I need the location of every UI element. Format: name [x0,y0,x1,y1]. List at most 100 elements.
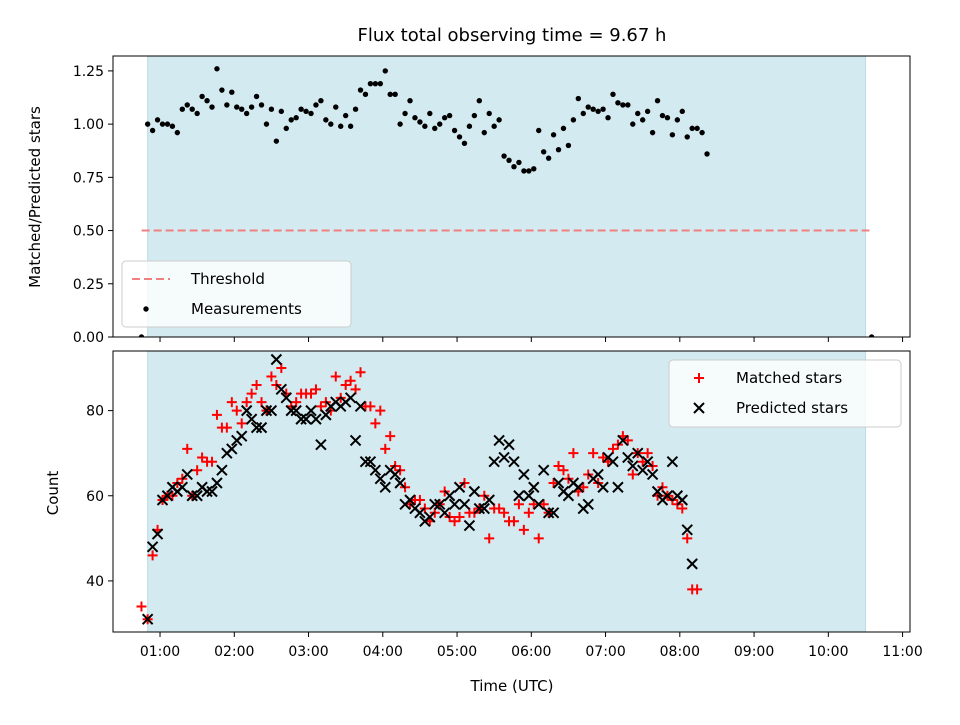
data-point [548,477,559,488]
data-point [236,430,248,442]
data-point [488,455,500,468]
data-point [518,468,530,481]
data-point [204,98,210,104]
data-point [258,102,265,108]
data-point [273,138,280,144]
data-point [320,409,332,421]
data-point [370,418,381,429]
legend-box [121,260,352,328]
data-point [349,434,362,447]
data-point [354,400,367,413]
data-point [308,110,314,117]
data-point [466,123,473,129]
data-point [483,494,495,506]
data-point [537,464,550,476]
data-point [677,503,688,514]
data-point [585,104,591,110]
data-point [503,438,515,451]
data-point [392,91,398,98]
data-point [291,397,302,408]
data-point [342,112,349,119]
data-point [347,123,354,129]
data-point [298,106,304,112]
data-point [511,163,517,170]
x-tick-label: 09:00 [734,644,774,660]
data-point [382,68,388,74]
data-point [644,108,651,115]
data-point [245,413,258,425]
data-point [536,127,542,134]
data-point [438,507,451,519]
legend-plus-swatch [694,373,704,383]
x-tick-label: 02:00 [214,644,254,660]
data-point [461,140,468,146]
data-point [694,125,700,132]
data-point [365,401,376,412]
data-point [649,129,656,136]
data-point [669,132,676,138]
data-point [528,481,540,493]
data-point [417,119,423,125]
data-point [542,507,555,519]
data-point [453,481,466,493]
data-point [161,490,174,502]
data-point [206,485,218,498]
data-point [352,106,359,112]
data-point [625,102,631,108]
data-point [310,413,322,425]
data-point [617,434,629,447]
data-point [636,464,649,476]
x-tick-label: 07:00 [585,644,625,660]
data-point [637,456,648,467]
data-point [493,434,505,447]
data-point [186,490,198,502]
x-tick-label: 01:00 [140,644,180,660]
data-point [374,473,387,485]
data-point [407,98,413,104]
data-point [229,89,235,95]
data-point [275,383,288,396]
data-point [516,159,522,166]
data-point [255,421,268,434]
data-point [243,110,250,117]
data-point [422,123,428,129]
data-point [250,421,263,434]
data-point [241,397,252,408]
data-point [194,110,200,117]
data-point [236,418,247,429]
data-point [154,117,161,123]
y-tick-label: 80 [86,404,104,420]
data-point [478,502,490,515]
data-point [506,157,512,164]
data-point [414,507,426,519]
legend-dot-swatch [143,306,149,312]
x-axis-label: Time (UTC) [470,677,554,695]
data-point [387,91,393,98]
data-point [379,481,391,493]
data-point [151,528,164,540]
data-point [620,102,626,108]
data-point [491,123,497,129]
ratio-panel: 0.00 0.25 0.50 0.75 1.00 1.25 Threshold Measure… [73,55,911,346]
data-point [330,371,341,382]
data-point [661,490,674,502]
data-point [565,142,572,149]
data-point [443,490,456,502]
data-point [547,507,560,519]
data-point [523,507,534,518]
data-point [404,494,416,506]
data-point [338,123,344,129]
data-point [192,465,203,476]
data-point [333,104,339,110]
data-point [463,519,476,532]
data-point [552,477,565,489]
data-point [454,512,465,523]
data-point [211,409,222,420]
data-point [560,125,567,132]
data-point [276,363,287,374]
data-point [375,405,386,416]
data-point [481,129,487,136]
data-point [427,110,433,117]
data-point [141,613,154,625]
